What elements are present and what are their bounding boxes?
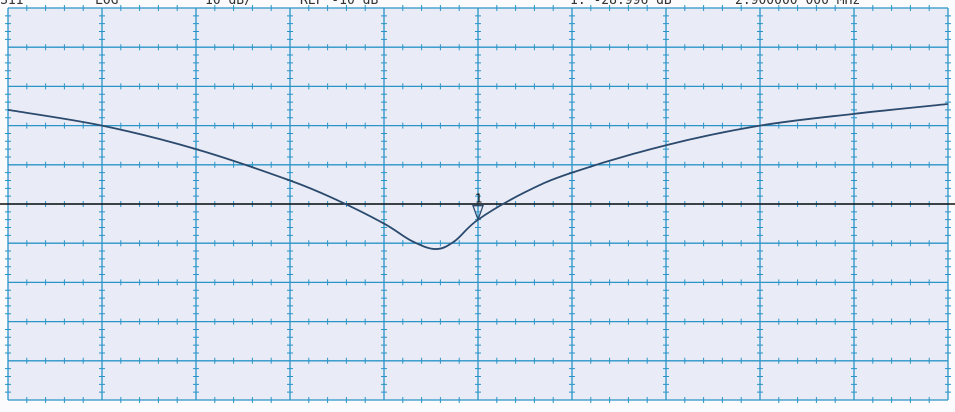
ref-label: REF -10 dB: [300, 0, 379, 8]
trace-label: S11: [0, 0, 24, 8]
marker-frequency: 2.900000 000 MHz: [735, 0, 861, 8]
analyzer-header: S11 LOG 10 dB/ REF -10 dB 1: -28.996 dB …: [0, 0, 955, 9]
format-label: LOG: [95, 0, 119, 8]
trace-line: [7, 103, 949, 250]
marker-triangle: [472, 205, 484, 222]
scale-label: 10 dB/: [205, 0, 252, 8]
marker-label: 1: [475, 192, 483, 206]
marker-readout: 1: -28.996 dB: [570, 0, 672, 8]
